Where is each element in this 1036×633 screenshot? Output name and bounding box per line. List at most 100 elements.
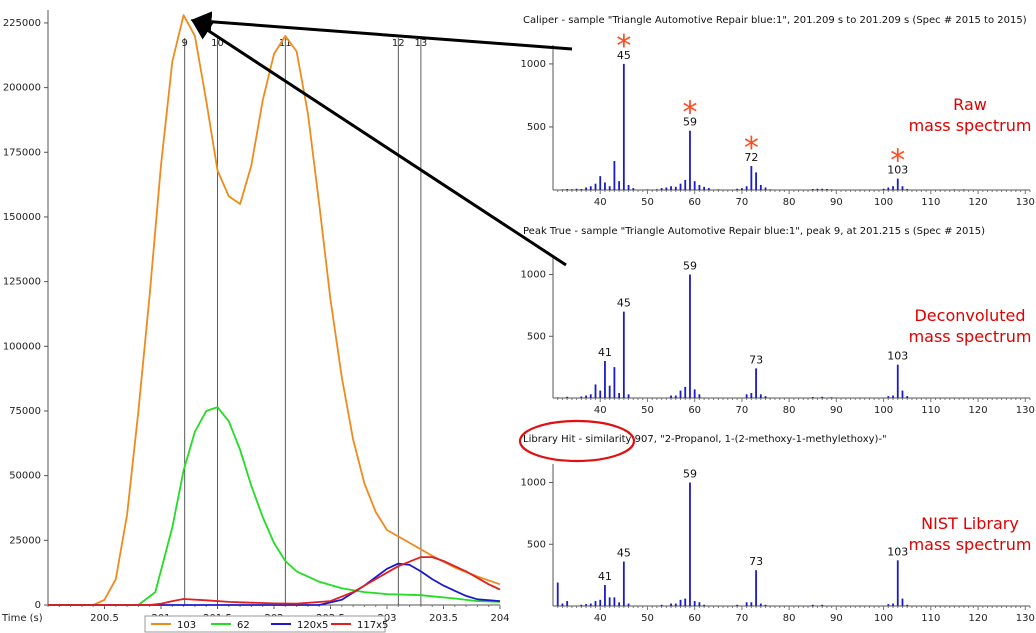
chrom-x-tick-label: 200.5	[90, 613, 119, 624]
spectrum-panel-2: Peak True - sample "Triangle Automotive …	[521, 226, 1035, 416]
spectrum-caption-line1: NIST Library	[921, 514, 1019, 533]
spectrum-y-tick-label: 500	[527, 331, 546, 342]
chrom-x-tick-label: 203	[377, 613, 396, 624]
spectrum-x-tick-label: 50	[641, 197, 654, 208]
spectrum-x-tick-label: 60	[688, 405, 701, 416]
spectrum-caption-line2: mass spectrum	[909, 327, 1032, 346]
spectrum-y-tick-label: 500	[527, 539, 546, 550]
spectrum-x-tick-label: 50	[641, 405, 654, 416]
spectrum-y-tick-label: 1000	[521, 478, 546, 489]
chrom-y-tick-label: 0	[35, 600, 41, 611]
spectrum-peak-label: 41	[598, 346, 612, 359]
spectrum-panel-1: Caliper - sample "Triangle Automotive Re…	[521, 15, 1035, 208]
spectrum-caption-line1: Deconvoluted	[914, 306, 1025, 325]
spectrum-x-tick-label: 60	[688, 613, 701, 624]
spectrum-peak-label: 103	[887, 545, 908, 558]
spectrum-x-tick-label: 110	[921, 197, 940, 208]
chrom-x-tick-label: 204	[490, 613, 509, 624]
chrom-y-tick-label: 25000	[9, 535, 41, 546]
spectrum-peak-label: 45	[617, 49, 631, 62]
spectrum-peak-label: 103	[887, 350, 908, 363]
spectrum-asterisk-marker: *	[682, 96, 697, 131]
spectrum-x-tick-label: 50	[641, 613, 654, 624]
spectrum-x-tick-label: 70	[736, 613, 749, 624]
chrom-series-line-103	[48, 14, 501, 606]
spectrum-x-tick-label: 90	[830, 405, 843, 416]
spectrum-peak-label: 59	[683, 260, 697, 273]
similarity-highlight-ellipse	[518, 419, 636, 463]
spectrum-title: Library Hit - similarity 907, "2-Propano…	[523, 434, 887, 445]
spectrum-peak-label: 73	[749, 555, 763, 568]
spectrum-x-tick-label: 130	[1016, 613, 1035, 624]
chrom-y-tick-label: 125000	[3, 277, 41, 288]
spectrum-x-tick-label: 40	[594, 197, 607, 208]
spectrum-x-tick-label: 40	[594, 405, 607, 416]
chrom-y-tick-label: 200000	[3, 83, 41, 94]
chrom-x-tick-label: 203.5	[429, 613, 458, 624]
chrom-peak-marker-label: 11	[279, 38, 292, 49]
spectrum-caption-line2: mass spectrum	[909, 535, 1032, 554]
spectrum-peak-label: 103	[887, 164, 908, 177]
spectrum-y-tick-label: 500	[527, 122, 546, 133]
chrom-legend-label-103: 103	[177, 620, 196, 631]
spectrum-x-tick-label: 120	[969, 405, 988, 416]
spectrum-caption-line1: Raw	[953, 95, 987, 114]
chrom-series-line-117x5	[48, 556, 501, 606]
spectrum-peak-label: 45	[617, 297, 631, 310]
chrom-peak-marker-label: 12	[392, 38, 405, 49]
spectrum-peak-label: 59	[683, 116, 697, 129]
chrom-y-tick-label: 50000	[9, 471, 41, 482]
chrom-y-tick-label: 175000	[3, 147, 41, 158]
spectrum-caption-line2: mass spectrum	[909, 116, 1032, 135]
spectrum-asterisk-marker: *	[744, 131, 759, 166]
spectrum-title: Caliper - sample "Triangle Automotive Re…	[523, 15, 1027, 26]
chrom-peak-marker-label: 9	[182, 38, 188, 49]
chrom-series-line-120x5	[48, 562, 501, 606]
chrom-x-axis-label: Time (s)	[1, 613, 43, 624]
spectrum-x-tick-label: 120	[969, 613, 988, 624]
spectrum-peak-label: 72	[744, 151, 758, 164]
mass-spectra-panels: Caliper - sample "Triangle Automotive Re…	[521, 15, 1035, 624]
chrom-series-line-62	[48, 406, 501, 606]
annotations	[190, 11, 636, 463]
chrom-legend-label-62: 62	[237, 620, 250, 631]
spectrum-y-tick-label: 1000	[521, 270, 546, 281]
chrom-y-tick-label: 150000	[3, 212, 41, 223]
spectrum-x-tick-label: 90	[830, 197, 843, 208]
spectrum-x-tick-label: 70	[736, 405, 749, 416]
chromatogram-chart: 0 25000 50000 75000 100000 125000 150000 175000…	[1, 10, 510, 633]
spectrum-peak-label: 73	[749, 353, 763, 366]
chrom-legend-label-120x5: 120x5	[297, 620, 328, 631]
chrom-legend-box	[144, 615, 386, 633]
spectrum-peak-label: 41	[598, 570, 612, 583]
spectrum-x-tick-label: 80	[783, 197, 796, 208]
spectrum-x-tick-label: 60	[688, 197, 701, 208]
chrom-peak-marker-label: 10	[211, 38, 224, 49]
spectrum-x-tick-label: 130	[1016, 197, 1035, 208]
spectrum-y-tick-label: 1000	[521, 59, 546, 70]
spectrum-asterisk-marker: *	[890, 144, 905, 179]
arrow-raw-to-peak	[190, 11, 573, 51]
spectrum-x-tick-label: 110	[921, 613, 940, 624]
chrom-peak-marker-label: 13	[415, 38, 428, 49]
spectrum-x-tick-label: 120	[969, 197, 988, 208]
spectrum-x-tick-label: 100	[874, 405, 893, 416]
spectrum-title: Peak True - sample "Triangle Automotive …	[523, 226, 985, 237]
spectrum-panel-3: Library Hit - similarity 907, "2-Propano…	[521, 434, 1035, 624]
arrow-deconvoluted-to-peak	[190, 19, 567, 267]
spectrum-x-tick-label: 70	[736, 197, 749, 208]
spectrum-x-tick-label: 80	[783, 613, 796, 624]
spectrum-x-tick-label: 40	[594, 613, 607, 624]
spectrum-asterisk-marker: *	[616, 29, 631, 64]
spectrum-x-tick-label: 130	[1016, 405, 1035, 416]
spectrum-peak-label: 59	[683, 468, 697, 481]
chrom-legend-label-117x5: 117x5	[357, 620, 388, 631]
spectrum-x-tick-label: 110	[921, 405, 940, 416]
spectrum-x-tick-label: 100	[874, 197, 893, 208]
spectrum-x-tick-label: 80	[783, 405, 796, 416]
chrom-y-tick-label: 225000	[3, 18, 41, 29]
chrom-y-tick-label: 100000	[3, 341, 41, 352]
spectrum-x-tick-label: 90	[830, 613, 843, 624]
spectrum-x-tick-label: 100	[874, 613, 893, 624]
